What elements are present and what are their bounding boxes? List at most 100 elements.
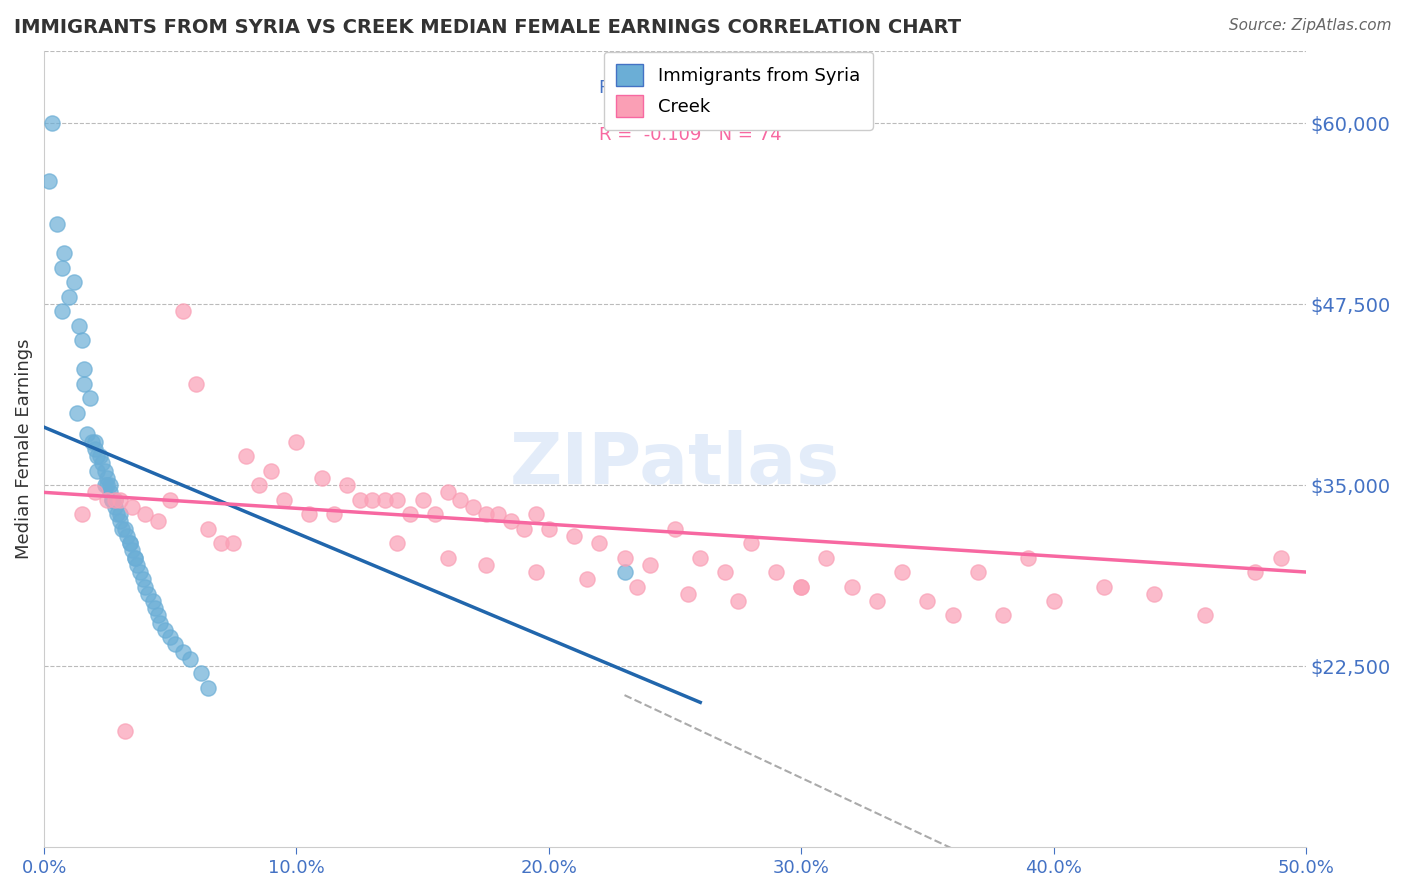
- Point: [714, 565, 737, 579]
- Point: [349, 492, 371, 507]
- Point: [86, 464, 108, 478]
- Point: [562, 529, 585, 543]
- Point: [53, 246, 76, 260]
- Point: [73, 376, 96, 391]
- Point: [159, 630, 181, 644]
- Point: [146, 514, 169, 528]
- Legend: Immigrants from Syria, Creek: Immigrants from Syria, Creek: [603, 52, 873, 130]
- Point: [866, 594, 889, 608]
- Point: [134, 507, 156, 521]
- Point: [1244, 565, 1267, 579]
- Point: [83, 485, 105, 500]
- Point: [121, 500, 143, 514]
- Point: [96, 471, 118, 485]
- Point: [129, 565, 152, 579]
- Point: [387, 536, 409, 550]
- Point: [179, 652, 201, 666]
- Point: [136, 587, 159, 601]
- Point: [58, 290, 80, 304]
- Point: [89, 449, 111, 463]
- Point: [626, 580, 648, 594]
- Point: [917, 594, 939, 608]
- Point: [486, 507, 509, 521]
- Point: [73, 362, 96, 376]
- Point: [114, 522, 136, 536]
- Point: [209, 536, 232, 550]
- Point: [111, 522, 134, 536]
- Point: [124, 550, 146, 565]
- Point: [104, 492, 127, 507]
- Text: R =  -0.109   N = 74: R = -0.109 N = 74: [599, 127, 782, 145]
- Point: [91, 457, 114, 471]
- Point: [942, 608, 965, 623]
- Point: [108, 507, 131, 521]
- Point: [70, 507, 93, 521]
- Point: [76, 427, 98, 442]
- Point: [588, 536, 610, 550]
- Point: [336, 478, 359, 492]
- Point: [323, 507, 346, 521]
- Point: [1017, 550, 1039, 565]
- Point: [98, 478, 121, 492]
- Point: [412, 492, 434, 507]
- Point: [134, 580, 156, 594]
- Point: [1042, 594, 1064, 608]
- Point: [104, 500, 127, 514]
- Point: [512, 522, 534, 536]
- Point: [184, 376, 207, 391]
- Point: [1270, 550, 1292, 565]
- Point: [537, 522, 560, 536]
- Point: [638, 558, 661, 572]
- Point: [131, 572, 153, 586]
- Point: [298, 507, 321, 521]
- Point: [311, 471, 333, 485]
- Point: [260, 464, 283, 478]
- Point: [1143, 587, 1166, 601]
- Point: [70, 334, 93, 348]
- Point: [1092, 580, 1115, 594]
- Point: [51, 260, 73, 275]
- Point: [155, 623, 177, 637]
- Point: [247, 478, 270, 492]
- Point: [437, 485, 460, 500]
- Point: [273, 492, 295, 507]
- Point: [96, 492, 118, 507]
- Point: [437, 550, 460, 565]
- Point: [124, 550, 146, 565]
- Point: [101, 492, 124, 507]
- Point: [235, 449, 257, 463]
- Point: [387, 492, 409, 507]
- Point: [689, 550, 711, 565]
- Point: [524, 507, 547, 521]
- Point: [45, 218, 67, 232]
- Point: [98, 485, 121, 500]
- Point: [96, 478, 118, 492]
- Point: [790, 580, 813, 594]
- Point: [450, 492, 472, 507]
- Point: [664, 522, 686, 536]
- Point: [991, 608, 1014, 623]
- Point: [146, 608, 169, 623]
- Point: [143, 601, 166, 615]
- Point: [613, 565, 636, 579]
- Point: [165, 637, 187, 651]
- Point: [80, 434, 103, 449]
- Point: [575, 572, 598, 586]
- Point: [83, 442, 105, 456]
- Point: [790, 580, 813, 594]
- Point: [190, 666, 212, 681]
- Point: [79, 391, 101, 405]
- Text: ZIPatlas: ZIPatlas: [510, 430, 839, 500]
- Point: [118, 536, 141, 550]
- Point: [361, 492, 384, 507]
- Point: [41, 116, 63, 130]
- Point: [51, 304, 73, 318]
- Point: [197, 522, 219, 536]
- Point: [83, 434, 105, 449]
- Point: [127, 558, 149, 572]
- Point: [966, 565, 988, 579]
- Point: [114, 724, 136, 739]
- Text: Source: ZipAtlas.com: Source: ZipAtlas.com: [1229, 18, 1392, 33]
- Point: [815, 550, 838, 565]
- Point: [118, 536, 141, 550]
